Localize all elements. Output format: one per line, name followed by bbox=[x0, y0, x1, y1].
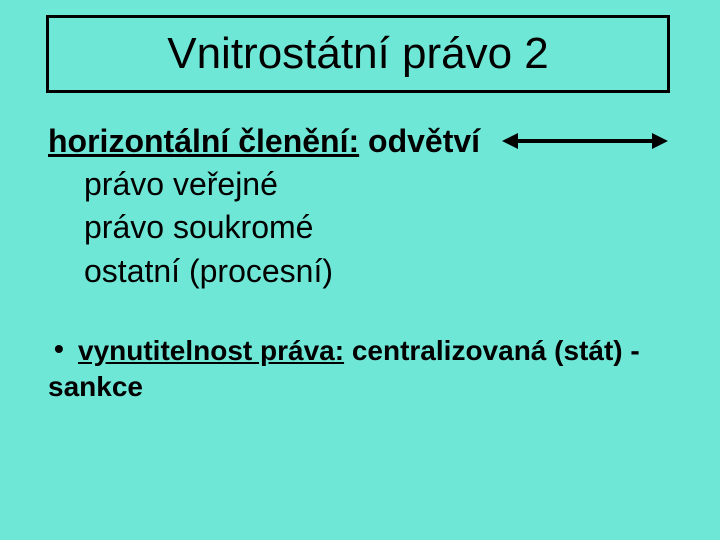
title-bar: Vnitrostátní právo 2 bbox=[46, 15, 670, 93]
list-item: právo soukromé bbox=[48, 206, 672, 249]
list-item: právo veřejné bbox=[48, 163, 672, 206]
heading-label: horizontální členění: bbox=[48, 123, 359, 159]
bullet-block: • vynutitelnost práva: centralizovaná (s… bbox=[48, 333, 672, 406]
content-block: horizontální členění: odvětví právo veře… bbox=[48, 120, 672, 406]
bullet-label: vynutitelnost práva: bbox=[78, 335, 344, 366]
list-item: ostatní (procesní) bbox=[48, 250, 672, 293]
bullet-rest1: centralizovaná (stát) - bbox=[344, 335, 640, 366]
title-inner: Vnitrostátní právo 2 bbox=[49, 18, 667, 90]
slide-title: Vnitrostátní právo 2 bbox=[167, 29, 549, 79]
bullet-dot-icon: • bbox=[54, 333, 64, 365]
bullet-line-2: sankce bbox=[48, 369, 672, 405]
slide: Vnitrostátní právo 2 horizontální členěn… bbox=[0, 0, 720, 540]
bullet-line-1: vynutitelnost práva: centralizovaná (stá… bbox=[48, 333, 672, 369]
double-arrow-icon bbox=[500, 128, 670, 154]
heading-rest: odvětví bbox=[359, 123, 480, 159]
